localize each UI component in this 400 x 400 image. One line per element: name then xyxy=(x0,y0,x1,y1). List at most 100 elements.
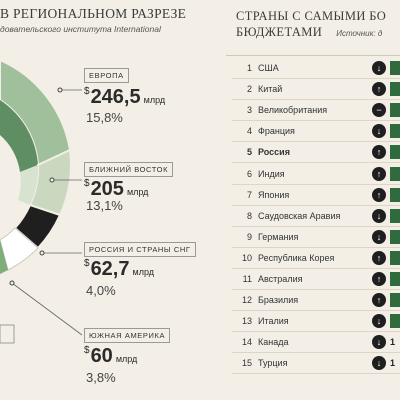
percent-europe: 15,8% xyxy=(86,110,123,125)
region-label-middle-east: БЛИЖНИЙ ВОСТОК xyxy=(84,162,174,177)
leader-dot-europe xyxy=(57,87,63,93)
amount-unit: млрд xyxy=(115,354,138,364)
budget-value-partial: 1 xyxy=(390,337,396,348)
arrow-down-icon: ↓ xyxy=(372,356,386,371)
country-name: Китай xyxy=(258,84,283,95)
rank-number: 10 xyxy=(241,252,252,263)
ranking-source: Источник: д xyxy=(336,29,383,38)
budget-bar xyxy=(390,124,400,139)
amount-unit: млрд xyxy=(143,95,166,105)
budget-bar xyxy=(390,314,400,329)
country-name: Великобритания xyxy=(258,105,328,116)
amount-unit: млрд xyxy=(126,187,149,197)
arrow-up-icon: ↑ xyxy=(372,293,386,308)
budget-bar xyxy=(390,250,400,265)
arrow-down-icon: ↓ xyxy=(372,335,386,350)
rank-number: 4 xyxy=(246,126,252,137)
percent-russia-cis: 4,0% xyxy=(86,283,116,298)
budget-bar xyxy=(390,145,400,160)
percent-south-america: 3,8% xyxy=(86,370,116,385)
arrow-up-icon: ↑ xyxy=(372,145,386,160)
leader-dot-russia xyxy=(39,250,45,256)
donut-segment-middle-east-inner xyxy=(18,165,39,205)
rank-number: 6 xyxy=(246,168,252,179)
ranking-row: 12 Бразилия ↑ xyxy=(232,290,400,312)
budget-bar xyxy=(390,208,400,223)
country-name: Италия xyxy=(258,316,289,327)
arrow-up-icon: ↑ xyxy=(372,82,386,97)
ranking-row: 9 Германия ↓ xyxy=(232,227,400,248)
budget-bar xyxy=(390,272,400,286)
rank-number: 1 xyxy=(246,63,252,73)
budget-bar xyxy=(390,293,400,308)
budget-value-partial: 1 xyxy=(390,358,396,369)
amount-value: 60 xyxy=(90,345,113,367)
arrow-up-icon: ↑ xyxy=(372,272,386,286)
small-box xyxy=(0,324,15,344)
ranking-title: СТРАНЫ С САМЫМИ БО БЮДЖЕТАМИ Источник: д xyxy=(236,8,386,42)
minus-icon: − xyxy=(372,103,386,118)
ranking-title-line2-text: БЮДЖЕТАМИ xyxy=(236,25,323,39)
budget-bar xyxy=(390,166,400,181)
leader-dot-south-america xyxy=(9,280,15,286)
ranking-title-line1: СТРАНЫ С САМЫМИ БО xyxy=(236,9,387,23)
currency-symbol: $ xyxy=(84,258,90,269)
currency-symbol: $ xyxy=(84,345,90,356)
ranking-row: 14 Канада ↓ 1 xyxy=(232,332,400,354)
regional-title: В РЕГИОНАЛЬНОМ РАЗРЕЗЕ xyxy=(0,6,187,21)
donut-segment-other xyxy=(0,240,8,274)
rank-number: 12 xyxy=(241,295,252,306)
header-divider xyxy=(226,55,400,56)
country-name: Индия xyxy=(258,168,285,179)
ranking-row: 11 Австралия ↑ xyxy=(232,269,400,290)
ranking-row: 5 Россия ↑ xyxy=(232,142,400,164)
ranking-row: 10 Республика Корея ↑ xyxy=(232,248,400,269)
country-name: Бразилия xyxy=(258,295,299,306)
arrow-down-icon: ↓ xyxy=(372,124,386,139)
ranking-title-line2: БЮДЖЕТАМИ Источник: д xyxy=(236,24,386,42)
rank-number: 3 xyxy=(246,105,252,116)
rank-number: 15 xyxy=(241,358,252,369)
budget-bar xyxy=(390,187,400,202)
country-name: Республика Корея xyxy=(258,252,335,263)
donut-chart xyxy=(0,58,83,344)
rank-number: 2 xyxy=(246,84,252,95)
amount-unit: млрд xyxy=(132,267,155,277)
amount-russia-cis: $62,7 млрд xyxy=(84,258,154,281)
country-name: Канада xyxy=(258,337,289,348)
rank-number: 5 xyxy=(246,147,252,158)
budget-bar xyxy=(390,61,400,75)
arrow-down-icon: ↓ xyxy=(372,208,386,223)
rank-number: 14 xyxy=(241,337,252,348)
region-label-russia-cis: РОССИЯ И СТРАНЫ СНГ xyxy=(84,242,196,257)
arrow-up-icon: ↑ xyxy=(372,187,386,202)
country-name: США xyxy=(258,63,279,73)
regional-subtitle: довательского института International xyxy=(0,24,161,34)
country-name: Австралия xyxy=(258,274,303,284)
donut-segment-europe-inner xyxy=(0,100,38,172)
country-name: Турция xyxy=(258,358,288,369)
rank-number: 9 xyxy=(246,231,252,242)
amount-value: 205 xyxy=(90,178,124,200)
ranking-row: 15 Турция ↓ 1 xyxy=(232,353,400,375)
amount-south-america: $60 млрд xyxy=(84,345,137,368)
rank-number: 11 xyxy=(242,274,252,284)
ranking-row: 2 Китай ↑ xyxy=(232,79,400,101)
leader-dot-middle-east xyxy=(49,177,55,183)
ranking-row: 13 Италия ↓ xyxy=(232,311,400,333)
ranking-row: 3 Великобритания − xyxy=(232,100,400,122)
currency-symbol: $ xyxy=(84,86,90,97)
ranking-row: 8 Саудовская Аравия ↓ xyxy=(232,206,400,227)
ranking-row: 6 Индия ↑ xyxy=(232,164,400,185)
rank-number: 13 xyxy=(241,316,252,327)
country-name: Россия xyxy=(258,147,290,158)
amount-value: 246,5 xyxy=(90,86,141,108)
amount-middle-east: $205 млрд xyxy=(84,178,148,201)
percent-middle-east: 13,1% xyxy=(86,198,123,213)
country-name: Япония xyxy=(258,189,290,200)
rank-number: 8 xyxy=(246,210,252,221)
leader-line-south-america xyxy=(11,282,83,336)
arrow-up-icon: ↑ xyxy=(372,166,386,181)
amount-value: 62,7 xyxy=(90,258,130,280)
currency-symbol: $ xyxy=(84,178,90,189)
